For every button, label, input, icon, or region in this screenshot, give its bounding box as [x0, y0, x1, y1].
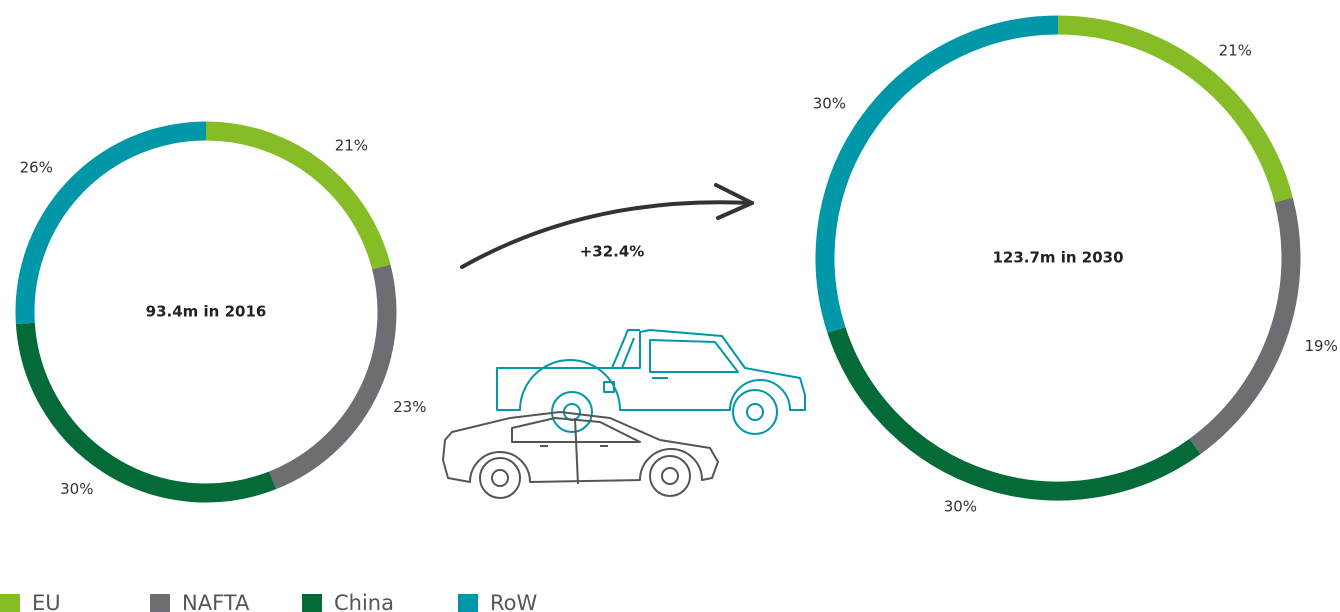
donut-segment	[15, 121, 207, 324]
donut-segment	[1057, 15, 1293, 203]
value-label: 21%	[335, 137, 368, 155]
value-label: 23%	[393, 398, 426, 416]
legend-label: NAFTA	[182, 591, 250, 612]
donut-segment	[827, 327, 1201, 501]
growth-arrow	[460, 183, 754, 269]
legend-label: EU	[32, 591, 61, 612]
value-label: 30%	[60, 480, 93, 498]
car-icon	[442, 411, 719, 499]
donut-segment	[815, 15, 1059, 333]
truck-icon	[496, 329, 806, 435]
center-label: 123.7m in 2030	[992, 249, 1123, 267]
value-label: 30%	[813, 95, 846, 113]
donut-segment	[269, 264, 397, 490]
center-label: 93.4m in 2016	[146, 303, 267, 321]
donut-segment	[15, 322, 277, 503]
legend-swatch	[302, 594, 322, 612]
legend-label: China	[334, 591, 394, 612]
donut-segment	[205, 121, 391, 270]
legend: EU NAFTA China RoW	[0, 591, 537, 612]
legend-swatch	[458, 594, 478, 612]
donut-segment	[1189, 197, 1301, 455]
growth-label: +32.4%	[580, 243, 645, 261]
legend-label: RoW	[490, 591, 537, 612]
value-label: 30%	[944, 498, 977, 516]
legend-swatch	[0, 594, 20, 612]
value-label: 21%	[1219, 41, 1252, 59]
value-label: 19%	[1305, 337, 1338, 355]
value-label: 26%	[20, 159, 53, 177]
legend-swatch	[150, 594, 170, 612]
